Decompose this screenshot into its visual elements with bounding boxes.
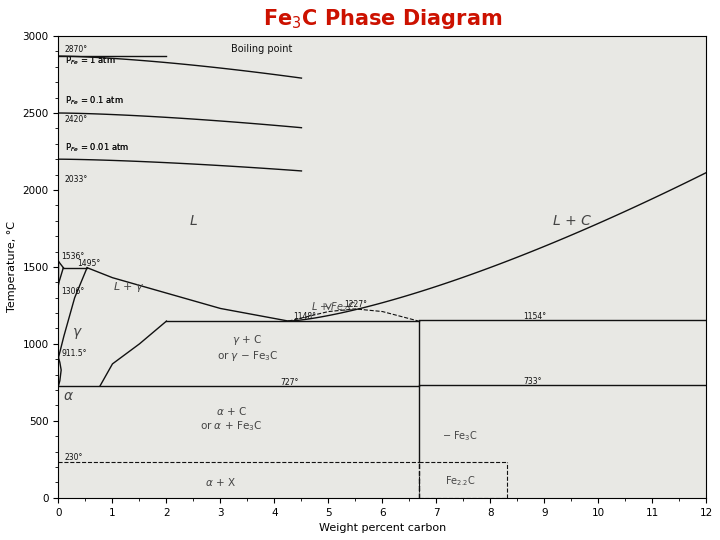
Text: P$_{Fe}$ = 0.01 atm: P$_{Fe}$ = 0.01 atm — [65, 141, 129, 154]
Text: 1154°: 1154° — [523, 312, 546, 321]
Text: 1495°: 1495° — [77, 259, 101, 268]
Text: $-$ Fe$_3$C: $-$ Fe$_3$C — [442, 429, 478, 443]
Text: 727°: 727° — [280, 377, 298, 387]
Text: 230°: 230° — [65, 453, 84, 462]
Text: 1227°: 1227° — [345, 300, 368, 309]
Text: 911.5°: 911.5° — [61, 349, 86, 357]
X-axis label: Weight percent carbon: Weight percent carbon — [319, 523, 446, 533]
Text: 1148°: 1148° — [293, 313, 316, 321]
Text: L + $\gamma$: L + $\gamma$ — [113, 280, 145, 294]
Text: $\alpha$ + X: $\alpha$ + X — [205, 476, 236, 488]
Text: P$_{Fe}$ = 0.01 atm: P$_{Fe}$ = 0.01 atm — [65, 141, 129, 154]
Text: P$_{Fe}$ = 0.1 atm: P$_{Fe}$ = 0.1 atm — [65, 95, 124, 107]
Title: Fe$_3$C Phase Diagram: Fe$_3$C Phase Diagram — [263, 7, 502, 31]
Text: Fe$_{2.2}$C: Fe$_{2.2}$C — [446, 474, 476, 488]
Text: P$_{Fe}$ = 1 atm: P$_{Fe}$ = 1 atm — [65, 55, 115, 68]
Text: 2870°: 2870° — [65, 45, 88, 55]
Text: 2420°: 2420° — [65, 114, 88, 124]
Text: P$_{Fe}$ = 1 atm: P$_{Fe}$ = 1 atm — [65, 55, 115, 68]
Text: 1306°: 1306° — [61, 287, 84, 296]
Text: $\alpha$: $\alpha$ — [63, 389, 73, 403]
Text: 733°: 733° — [523, 377, 541, 386]
Text: L: L — [189, 214, 197, 228]
Y-axis label: Temperature, °C: Temperature, °C — [7, 221, 17, 313]
Text: 1536°: 1536° — [61, 252, 84, 261]
Text: 2033°: 2033° — [65, 174, 89, 184]
Text: $\alpha$ + C
or $\alpha$ + Fe$_3$C: $\alpha$ + C or $\alpha$ + Fe$_3$C — [200, 406, 262, 433]
Text: Boiling point: Boiling point — [231, 44, 292, 54]
Text: $\gamma$: $\gamma$ — [72, 326, 83, 341]
Text: L + Fe$_2$C: L + Fe$_2$C — [311, 300, 356, 314]
Text: P$_{Fe}$ = 0.1 atm: P$_{Fe}$ = 0.1 atm — [65, 95, 124, 107]
Text: $\gamma$ + C
or $\gamma$ $-$ Fe$_3$C: $\gamma$ + C or $\gamma$ $-$ Fe$_3$C — [217, 334, 278, 363]
Text: L + C: L + C — [552, 214, 590, 228]
